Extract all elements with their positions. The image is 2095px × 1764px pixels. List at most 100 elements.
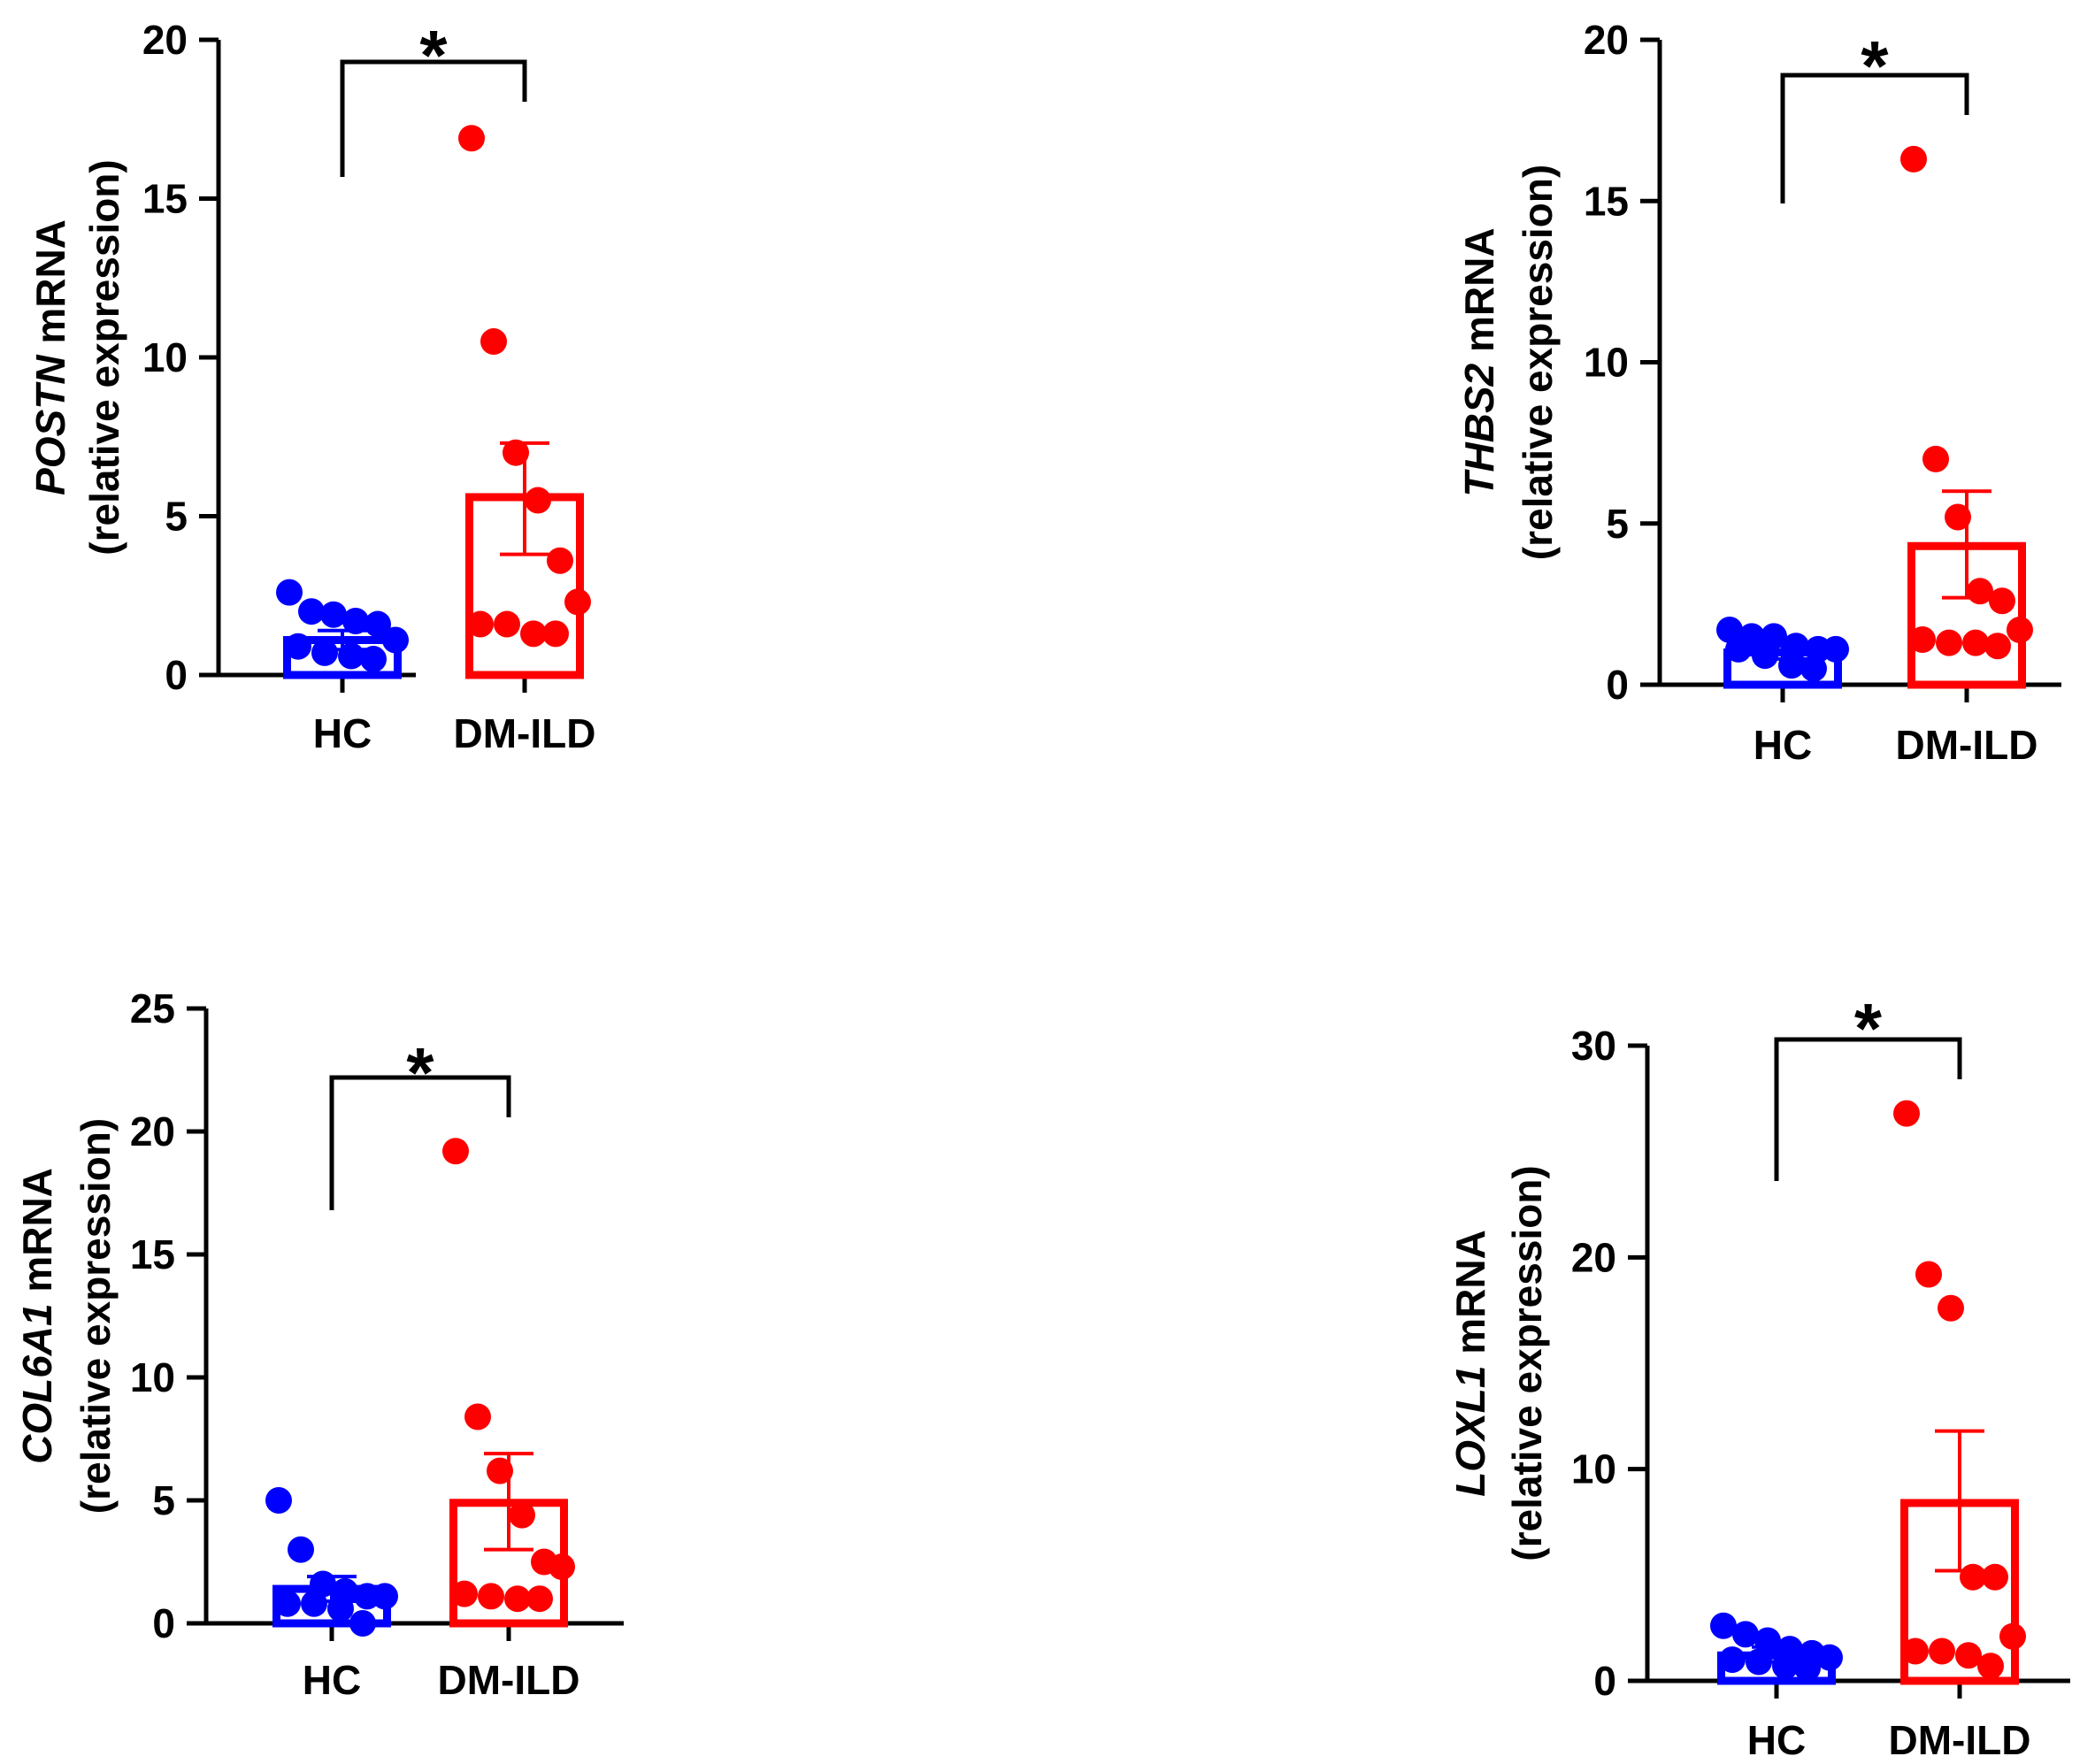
y-tick-label: 0 (1606, 662, 1629, 708)
chart-panel-loxl1: 0 10 20 30 HC DM-ILD * LOXL1 mRNA (relative expr… (1447, 989, 2070, 1763)
y-axis-label-line1: POSTN mRNA (27, 219, 73, 495)
y-tick-label: 5 (152, 1477, 175, 1523)
significance-star: * (1861, 27, 1889, 105)
chart-panel-thbs2: 0 5 10 15 20 HC DM-ILD * THBS2 mRNA (relative exp… (1456, 17, 2061, 768)
data-point-dm-ild (1900, 145, 1927, 173)
significance-star: * (1854, 989, 1883, 1068)
y-tick-label: 20 (1571, 1234, 1616, 1280)
data-point-hc (288, 1536, 314, 1563)
data-point-hc (1725, 635, 1752, 663)
data-point-dm-ild (1982, 1563, 2008, 1591)
data-point-dm-ild (494, 610, 520, 638)
data-point-dm-ild (1955, 1642, 1982, 1669)
data-point-hc (1800, 655, 1827, 682)
data-point-dm-ild (1984, 633, 2011, 660)
chart-panel-col6a1: 0 5 10 15 20 25 HC DM-ILD * COL6A1 mRNA (relative … (14, 986, 624, 1703)
y-tick-label: 0 (1593, 1658, 1616, 1704)
data-point-dm-ild (1929, 1637, 1955, 1665)
data-point-hc (382, 626, 409, 654)
data-point-dm-ild (487, 1457, 513, 1484)
data-point-hc (1754, 1627, 1781, 1654)
data-point-hc (1752, 642, 1778, 670)
category-label-dm-ild: DM-ILD (438, 1657, 580, 1703)
data-point-hc (327, 1595, 354, 1622)
data-point-hc (320, 601, 347, 628)
y-tick-label: 5 (1606, 501, 1629, 547)
y-tick-label: 10 (130, 1354, 175, 1400)
data-point-dm-ild (442, 1138, 469, 1165)
data-point-hc (1778, 652, 1805, 679)
data-point-dm-ild (1977, 1653, 2004, 1680)
gene-name: COL6A1 (14, 1303, 60, 1463)
data-point-hc (342, 607, 369, 634)
ylabel-suffix: mRNA (1456, 227, 1502, 363)
data-point-dm-ild (542, 620, 569, 648)
data-point-hc (276, 579, 303, 606)
data-point-dm-ild (1936, 629, 1962, 656)
data-point-dm-ild (1989, 587, 2015, 615)
data-point-hc (311, 639, 338, 666)
y-tick-label: 0 (152, 1600, 175, 1646)
y-axis-label-line2: (relative expression) (1515, 165, 1561, 560)
data-point-dm-ild (451, 1580, 478, 1607)
data-point-hc (372, 1583, 398, 1610)
data-point-dm-ild (1960, 1563, 1986, 1591)
data-point-dm-ild (509, 1501, 535, 1529)
chart-panel-postn: 0 5 10 15 20 HC DM-ILD * POSTN mRNA (relative exp… (27, 16, 595, 756)
y-tick-label: 0 (165, 652, 188, 698)
data-point-hc (265, 1487, 292, 1514)
data-point-hc (349, 1610, 376, 1637)
significance-bracket (1774, 1037, 1962, 1181)
y-axis-label-line1: COL6A1 mRNA (14, 1168, 60, 1464)
data-point-hc (1794, 1654, 1821, 1682)
y-axis-label-line1: THBS2 mRNA (1456, 227, 1502, 496)
significance-bracket (1780, 73, 1969, 203)
category-label-hc: HC (303, 1657, 361, 1703)
significance-bracket (340, 59, 527, 177)
data-point-hc (365, 610, 391, 638)
data-point-dm-ild (1902, 1637, 1929, 1665)
data-point-dm-ild (504, 1585, 531, 1613)
data-point-dm-ild (1999, 1622, 2026, 1650)
category-label-hc: HC (1747, 1717, 1806, 1763)
data-point-dm-ild (467, 610, 494, 638)
significance-bracket (329, 1075, 511, 1210)
data-point-dm-ild (480, 328, 507, 356)
data-point-dm-ild (1909, 625, 1936, 653)
data-point-hc (360, 646, 387, 673)
data-point-hc (274, 1590, 301, 1617)
y-tick-label: 10 (1571, 1446, 1616, 1492)
data-point-dm-ild (1945, 503, 1971, 531)
gene-name: THBS2 (1456, 363, 1502, 496)
significance-star: * (406, 1033, 434, 1112)
data-point-dm-ild (549, 1553, 575, 1581)
data-point-dm-ild (525, 487, 551, 514)
gene-name: POSTN (27, 355, 73, 495)
data-point-hc (1772, 1653, 1799, 1680)
data-point-dm-ild (1893, 1100, 1920, 1127)
y-tick-label: 30 (1571, 1023, 1616, 1069)
y-tick-label: 20 (1584, 17, 1629, 63)
data-point-dm-ild (1962, 629, 1989, 656)
category-label-dm-ild: DM-ILD (454, 710, 596, 756)
category-label-hc: HC (313, 710, 372, 756)
data-point-dm-ild (478, 1583, 504, 1610)
data-point-hc (1710, 1612, 1737, 1639)
data-point-hc (298, 598, 325, 625)
category-label-dm-ild: DM-ILD (1889, 1717, 2031, 1763)
category-label-dm-ild: DM-ILD (1896, 722, 2038, 768)
data-point-dm-ild (503, 439, 529, 466)
ylabel-suffix: mRNA (27, 219, 73, 355)
data-point-dm-ild (458, 125, 485, 152)
data-point-dm-ild (564, 588, 591, 616)
y-tick-label: 25 (130, 986, 175, 1032)
data-point-hc (1816, 1644, 1843, 1671)
data-point-dm-ild (464, 1403, 491, 1430)
y-tick-label: 20 (142, 17, 188, 63)
data-point-dm-ild (520, 620, 547, 648)
data-point-hc (1746, 1648, 1772, 1676)
category-label-hc: HC (1754, 722, 1812, 768)
data-point-dm-ild (526, 1585, 553, 1613)
gene-name: LOXL1 (1447, 1366, 1493, 1497)
